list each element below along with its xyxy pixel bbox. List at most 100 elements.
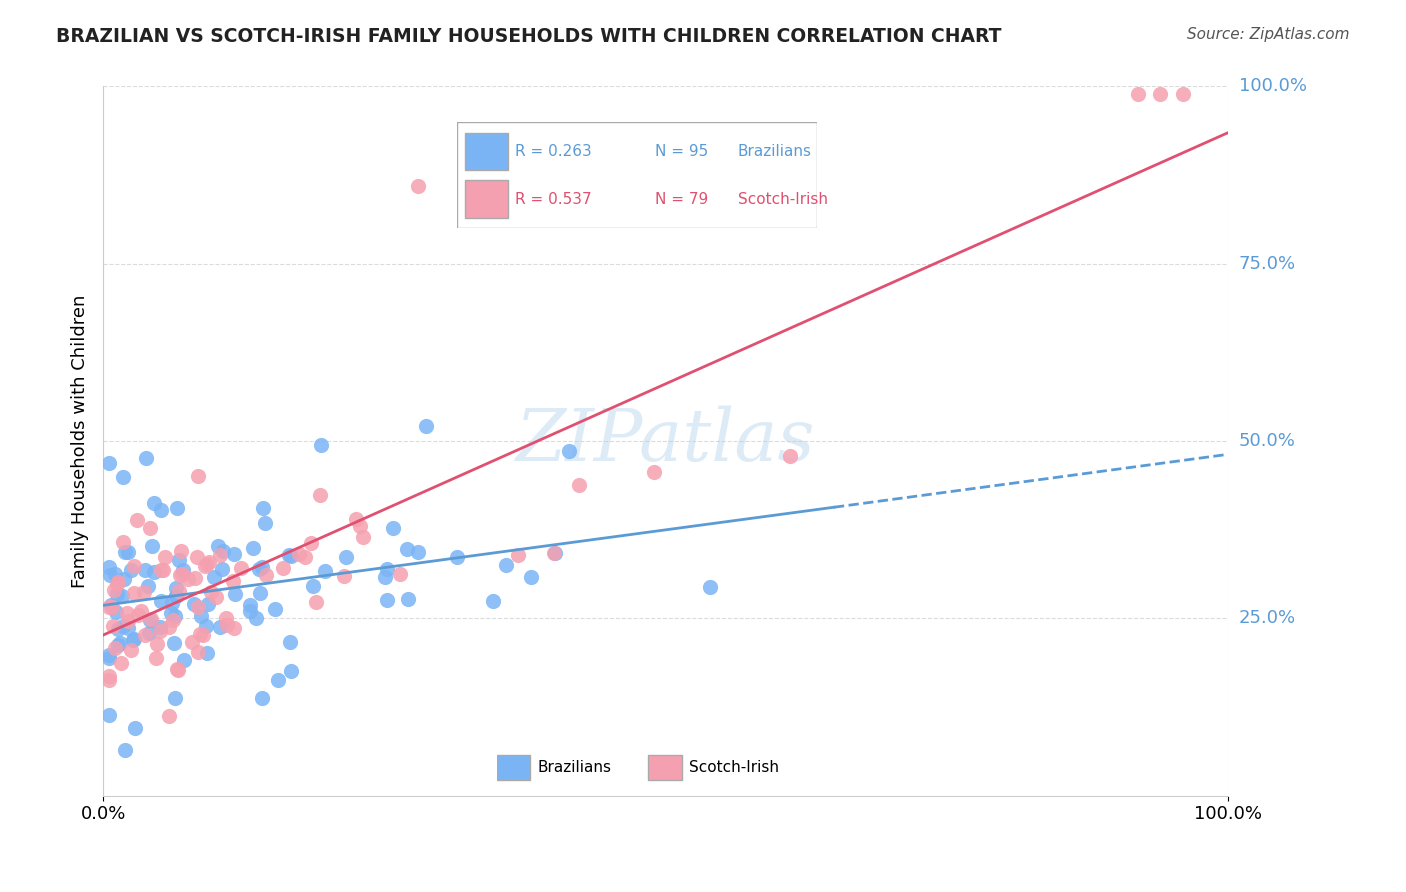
Point [333,569,356,583]
Point [699,580,721,594]
Point [305,595,328,609]
Point [141,612,163,626]
Point [124,721,146,735]
Text: BRAZILIAN VS SCOTCH-IRISH FAMILY HOUSEHOLDS WITH CHILDREN CORRELATION CHART: BRAZILIAN VS SCOTCH-IRISH FAMILY HOUSEHO… [56,27,1001,45]
Point [97,707,120,722]
Point [254,568,277,582]
Point [122,585,145,599]
Point [211,562,233,576]
Point [169,543,191,558]
Point [117,621,139,635]
Point [105,586,128,600]
Point [136,579,159,593]
Point [117,545,139,559]
Point [120,643,142,657]
Point [302,579,325,593]
Point [162,613,184,627]
Point [163,636,186,650]
Point [217,617,239,632]
Point [249,586,271,600]
Point [149,619,172,633]
Point [134,563,156,577]
Point [194,619,217,633]
Text: ZIPatlas: ZIPatlas [516,406,815,476]
Point [153,550,176,565]
Point [112,572,135,586]
Point [122,632,145,647]
Point [167,663,190,677]
Point [495,558,517,572]
Point [181,635,204,649]
Point [135,450,157,465]
Point [506,548,529,562]
Point [125,513,148,527]
Point [165,589,187,603]
Point [195,557,218,571]
Point [114,545,136,559]
Point [98,568,121,582]
Point [157,709,180,723]
Point [117,614,139,628]
Point [167,584,190,599]
Point [108,635,131,649]
Point [97,599,120,614]
Point [280,549,302,564]
Point [149,594,172,608]
Point [187,468,209,483]
Point [107,623,129,637]
Point [166,662,188,676]
Point [97,560,120,574]
Point [193,628,215,642]
Point [389,567,412,582]
Point [1149,87,1171,101]
Point [415,419,437,434]
Point [100,598,122,612]
Point [127,608,149,623]
Point [184,571,207,585]
Point [519,569,541,583]
Point [294,549,316,564]
Point [247,562,270,576]
Point [544,546,567,560]
Point [187,644,209,658]
Point [173,653,195,667]
Point [165,589,187,603]
Point [245,611,267,625]
Point [779,449,801,463]
Point [264,602,287,616]
Point [267,673,290,687]
Point [1126,87,1149,101]
Point [165,690,187,705]
Point [112,619,135,633]
Point [98,669,121,683]
Point [375,593,398,607]
Point [138,625,160,640]
Point [271,561,294,575]
Point [148,624,170,638]
Point [349,519,371,533]
Point [112,470,135,484]
Point [150,563,173,577]
Point [197,597,219,611]
Point [222,621,245,635]
Point [194,558,217,573]
Point [299,536,322,550]
Point [242,541,264,555]
Point [170,566,193,581]
Point [142,566,165,580]
Point [183,597,205,611]
Point [250,691,273,706]
Point [309,488,332,502]
Point [224,587,246,601]
Point [105,605,128,619]
Point [396,591,419,606]
Point [97,456,120,470]
Point [209,548,232,562]
Point [280,665,302,679]
Point [406,178,429,193]
Point [408,545,430,559]
Point [139,521,162,535]
Point [169,568,191,582]
Point [150,503,173,517]
Point [111,534,134,549]
